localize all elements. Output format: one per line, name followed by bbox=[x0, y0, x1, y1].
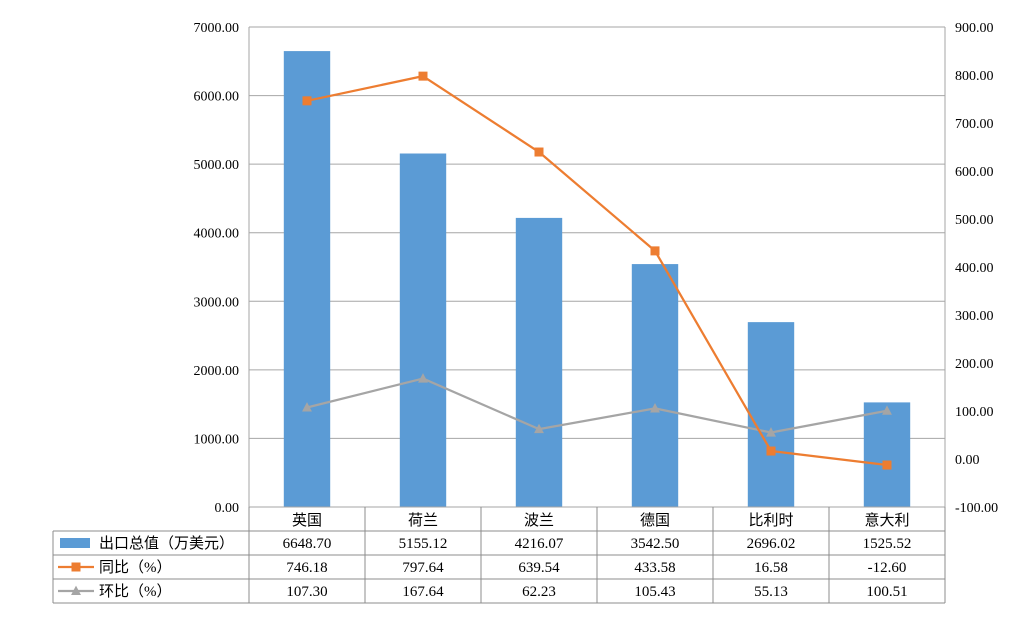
line-point bbox=[650, 402, 660, 413]
table-cell-value: 107.30 bbox=[286, 584, 327, 600]
right-axis-tick-label: 300.00 bbox=[955, 309, 994, 324]
category-label: 英国 bbox=[292, 511, 322, 529]
table-cell-value: 4216.07 bbox=[515, 536, 564, 552]
series-line bbox=[306, 75, 888, 467]
legend-label: 环比（%） bbox=[99, 583, 172, 600]
bar bbox=[283, 51, 331, 507]
right-axis-tick-label: 0.00 bbox=[955, 453, 980, 468]
legend-label: 同比（%） bbox=[99, 559, 172, 576]
line-point bbox=[302, 96, 312, 106]
line-point bbox=[882, 405, 892, 415]
table-cell-value: 100.51 bbox=[866, 584, 907, 600]
table-cell-value: 433.58 bbox=[634, 560, 675, 576]
category-label: 意大利 bbox=[864, 511, 909, 529]
bar bbox=[515, 217, 563, 507]
bar-series bbox=[283, 51, 911, 508]
line-point bbox=[71, 562, 81, 572]
table-cell-value: 62.23 bbox=[522, 584, 556, 600]
left-axis-tick-label: 1000.00 bbox=[194, 432, 240, 447]
bar bbox=[863, 402, 911, 507]
right-axis-tick-label: 600.00 bbox=[955, 165, 994, 180]
table-cell-value: 746.18 bbox=[286, 560, 327, 576]
line-series bbox=[302, 71, 892, 470]
table-cell-value: 6648.70 bbox=[283, 536, 332, 552]
right-axis-tick-label: 200.00 bbox=[955, 357, 994, 372]
line-point bbox=[766, 427, 776, 437]
table-cell-value: 639.54 bbox=[518, 560, 560, 576]
table-cell-value: -12.60 bbox=[868, 560, 907, 576]
category-label: 荷兰 bbox=[408, 512, 438, 529]
legend-label: 出口总值（万美元） bbox=[99, 535, 234, 552]
left-axis-tick-label: 4000.00 bbox=[194, 227, 240, 242]
bar bbox=[399, 153, 447, 508]
table-cell-value: 5155.12 bbox=[399, 536, 448, 552]
line-point bbox=[882, 460, 892, 470]
line-point bbox=[534, 423, 544, 434]
left-axis-tick-label: 0.00 bbox=[215, 501, 240, 516]
right-axis-tick-label: 700.00 bbox=[955, 117, 994, 132]
table-cell-value: 3542.50 bbox=[631, 536, 680, 552]
table-cell-value: 1525.52 bbox=[863, 536, 912, 552]
table-cell-value: 797.64 bbox=[402, 560, 444, 576]
gridlines bbox=[249, 26, 945, 439]
table-cell-value: 55.13 bbox=[754, 584, 788, 600]
line-point bbox=[418, 373, 428, 383]
line-point bbox=[418, 71, 428, 81]
right-axis-tick-label: 800.00 bbox=[955, 69, 994, 84]
line-point bbox=[71, 585, 81, 596]
right-axis-tick-label: 900.00 bbox=[955, 21, 994, 36]
left-axis-tick-label: 6000.00 bbox=[194, 90, 240, 105]
right-axis-tick-label: 500.00 bbox=[955, 213, 994, 228]
left-axis-tick-label: 7000.00 bbox=[194, 21, 240, 36]
legend-key-bar bbox=[60, 538, 90, 548]
line-point bbox=[302, 402, 312, 412]
table-cell-value: 16.58 bbox=[754, 560, 788, 576]
left-axis-tick-label: 5000.00 bbox=[194, 158, 240, 173]
line-point bbox=[650, 246, 660, 256]
bar bbox=[747, 322, 795, 507]
bar bbox=[631, 264, 679, 507]
left-axis-tick-label: 3000.00 bbox=[194, 295, 240, 310]
right-axis-tick-label: -100.00 bbox=[955, 501, 998, 516]
category-label: 波兰 bbox=[524, 512, 554, 529]
table-cell-value: 2696.02 bbox=[747, 536, 796, 552]
series-line bbox=[306, 377, 888, 434]
table-cell-value: 167.64 bbox=[402, 584, 444, 600]
line-point bbox=[534, 147, 544, 157]
category-label: 德国 bbox=[640, 511, 670, 529]
right-axis-tick-label: 100.00 bbox=[955, 405, 994, 420]
line-point bbox=[766, 446, 776, 456]
table-cell-value: 105.43 bbox=[634, 584, 675, 600]
left-axis-tick-label: 2000.00 bbox=[194, 364, 240, 379]
right-axis-tick-label: 400.00 bbox=[955, 261, 994, 276]
category-label: 比利时 bbox=[748, 512, 793, 529]
